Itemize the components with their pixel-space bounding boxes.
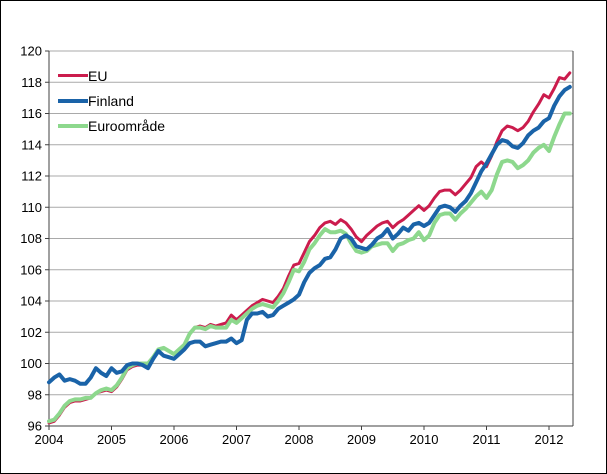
legend-label-finland: Finland [88,92,134,109]
legend-swatch-euroområde [58,123,88,128]
y-axis-label-104: 104 [20,294,42,309]
legend-item-finland: Finland [58,88,165,113]
legend-label-eu: EU [88,67,108,84]
y-axis-label-120: 120 [20,44,42,59]
y-axis-label-106: 106 [20,262,42,277]
legend-label-euroområde: Euroområde [88,117,166,134]
y-axis-label-114: 114 [21,137,42,152]
legend: EU Finland Euroområde [58,63,165,138]
y-axis-label-102: 102 [20,325,42,340]
x-axis-label-2012: 2012 [535,432,564,447]
y-axis-label-118: 118 [21,75,42,90]
y-axis-label-110: 110 [21,200,42,215]
legend-swatch-finland [58,98,88,103]
legend-item-euroområde: Euroområde [58,113,165,138]
x-axis-label-2009: 2009 [347,432,376,447]
y-axis-label-98: 98 [28,387,42,402]
legend-item-eu: EU [58,63,165,88]
x-axis-label-2010: 2010 [410,432,439,447]
x-axis-label-2005: 2005 [97,432,126,447]
series-line-finland [47,84,572,386]
x-axis-label-2011: 2011 [473,432,501,447]
x-axis-label-2004: 2004 [35,432,64,447]
y-axis-label-112: 112 [21,169,42,184]
x-axis-label-2007: 2007 [222,432,251,447]
x-axis-label-2006: 2006 [160,432,189,447]
series-line-euroområde [47,111,572,424]
legend-swatch-eu [58,74,88,77]
y-axis-label-100: 100 [20,356,42,371]
y-axis-label-108: 108 [20,231,42,246]
y-axis-label-96: 96 [28,419,42,434]
x-axis-label-2008: 2008 [285,432,314,447]
y-axis-label-116: 116 [21,106,42,121]
